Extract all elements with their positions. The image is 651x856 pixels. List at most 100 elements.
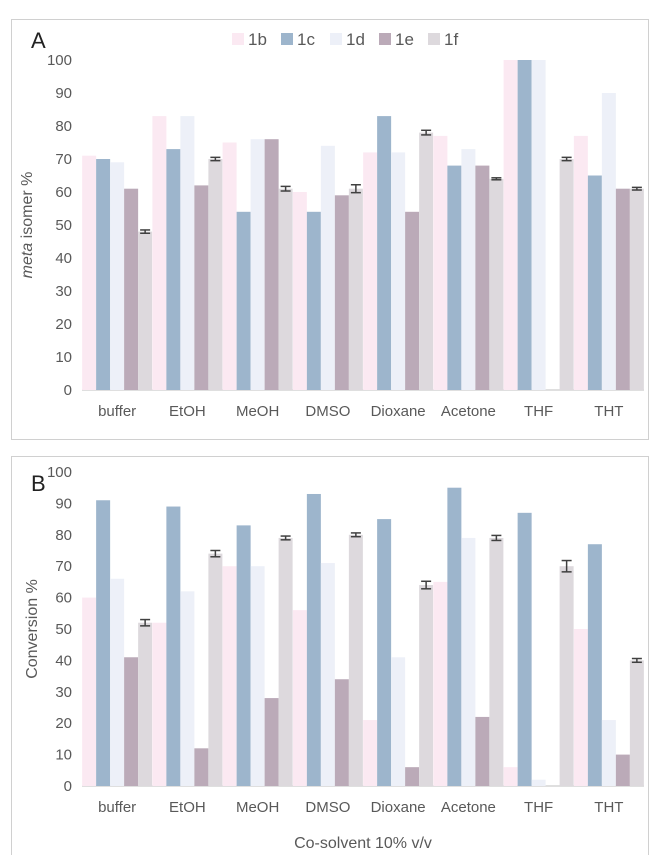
- conversion-chart: 0 10 20 30 40 50 60 70 80 90 100 buffer EtOH MeOH DMSO…: [24, 464, 644, 852]
- bar-1e-dmso: [334, 679, 349, 786]
- bar-1b-tht: [573, 135, 588, 390]
- bar-1c-buffer: [96, 500, 111, 786]
- bar-1d-acetone: [461, 537, 476, 786]
- bar-1b-buffer: [82, 155, 97, 390]
- bar-1e-tht: [615, 188, 630, 390]
- x-tick-label: buffer: [98, 799, 136, 816]
- bar-1e-meoh: [264, 139, 279, 390]
- y-tick-label: 60: [55, 184, 72, 201]
- bar-1e-acetone: [475, 165, 490, 390]
- bar-1f-thf: [559, 566, 574, 786]
- bar-1c-acetone: [447, 165, 462, 390]
- y-tick-label: 30: [55, 684, 72, 701]
- legend-item-1b: 1b: [232, 30, 267, 49]
- y-tick-label: 40: [55, 250, 72, 267]
- bar-1d-buffer: [110, 578, 125, 786]
- bar-1e-buffer: [124, 657, 139, 786]
- x-tick-label: Dioxane: [371, 799, 426, 816]
- y-tick-label: 50: [55, 621, 72, 638]
- x-tick-label: MeOH: [236, 403, 279, 420]
- meta-isomer-chart: 0 10 20 30 40 50 60 70 80 90 100 buffer EtOH MeOH DMSO…: [19, 30, 644, 420]
- bar-1f-etoh: [208, 553, 223, 786]
- bar-1c-tht: [587, 544, 602, 786]
- x-tick-label: THF: [524, 799, 553, 816]
- bar-1d-acetone: [461, 149, 476, 390]
- bar-1b-buffer: [82, 597, 97, 786]
- bar-1d-dmso: [320, 145, 335, 390]
- y-tick-label: 70: [55, 558, 72, 575]
- bar-1e-dioxane: [405, 767, 420, 786]
- y-tick-label: 70: [55, 151, 72, 168]
- panel-label-b: B: [31, 471, 46, 496]
- legend-item-1f: 1f: [428, 30, 458, 49]
- bar-1f-etoh: [208, 159, 223, 390]
- bar-1b-etoh: [152, 622, 167, 786]
- y-tick-label: 0: [64, 778, 72, 795]
- bar-1d-dioxane: [391, 657, 406, 786]
- bar-1d-thf: [531, 779, 546, 786]
- bar-1b-dioxane: [363, 720, 378, 786]
- bar-1b-acetone: [433, 135, 448, 390]
- bar-1e-dioxane: [405, 211, 420, 390]
- legend-item-1e: 1e: [379, 30, 414, 49]
- bar-1c-acetone: [447, 487, 462, 786]
- bar-1f-tht: [629, 660, 644, 786]
- bar-1f-dmso: [348, 188, 363, 390]
- bar-1e-buffer: [124, 188, 139, 390]
- bar-1f-thf: [559, 159, 574, 390]
- bar-1f-dioxane: [419, 132, 434, 390]
- bar-1c-etoh: [166, 149, 181, 390]
- bar-1c-dioxane: [377, 519, 392, 786]
- y-tick-label: 20: [55, 715, 72, 732]
- x-axis-label: Co-solvent 10% v/v: [294, 835, 432, 852]
- y-tick-label: 80: [55, 527, 72, 544]
- bar-1d-thf: [531, 60, 546, 390]
- legend-label: 1d: [346, 30, 365, 49]
- legend-swatch: [428, 33, 440, 45]
- y-tick-label: 60: [55, 590, 72, 607]
- x-tick-label: EtOH: [169, 403, 206, 420]
- y-tick-label: 0: [64, 382, 72, 399]
- bar-1f-meoh: [278, 537, 293, 786]
- legend-label: 1c: [297, 30, 315, 49]
- x-tick-label: DMSO: [305, 403, 350, 420]
- bar-1b-dioxane: [363, 152, 378, 390]
- bar-1e-meoh: [264, 698, 279, 786]
- x-tick-label: DMSO: [305, 799, 350, 816]
- bar-1b-dmso: [292, 192, 307, 390]
- y-tick-label: 30: [55, 283, 72, 300]
- bar-1d-etoh: [180, 116, 195, 390]
- bar-1b-etoh: [152, 116, 167, 390]
- y-tick-label: 10: [55, 349, 72, 366]
- legend-swatch: [232, 33, 244, 45]
- bar-1b-thf: [503, 767, 518, 786]
- bar-1c-thf: [517, 512, 532, 786]
- y-tick-label: 20: [55, 316, 72, 333]
- bar-1b-meoh: [222, 142, 237, 390]
- bar-1b-dmso: [292, 610, 307, 786]
- y-tick-label: 90: [55, 495, 72, 512]
- y-tick-label: 50: [55, 217, 72, 234]
- legend-swatch: [330, 33, 342, 45]
- y-tick-label: 100: [47, 52, 72, 69]
- legend-label: 1f: [444, 30, 458, 49]
- bar-1c-meoh: [236, 525, 251, 786]
- bar-1c-dmso: [306, 493, 321, 786]
- y-axis-label: meta isomer %: [19, 172, 36, 279]
- bar-1c-thf: [517, 60, 532, 390]
- bar-1b-thf: [503, 60, 518, 390]
- bar-1f-dmso: [348, 534, 363, 786]
- bar-1f-dioxane: [419, 585, 434, 786]
- bar-1c-meoh: [236, 211, 251, 390]
- bar-1d-buffer: [110, 162, 125, 390]
- bar-1f-acetone: [489, 178, 504, 390]
- chart-panel-a: A 0 10 20 30 40 50 60 70 80 90 100 buffer EtOH MeOH DM…: [11, 19, 649, 440]
- bar-1e-etoh: [194, 185, 209, 390]
- x-tick-label: THT: [594, 403, 623, 420]
- x-tick-label: EtOH: [169, 799, 206, 816]
- bar-1d-dioxane: [391, 152, 406, 390]
- bar-1d-meoh: [250, 139, 265, 390]
- x-tick-label: THT: [594, 799, 623, 816]
- legend-label: 1b: [248, 30, 267, 49]
- x-tick-label: Acetone: [441, 799, 496, 816]
